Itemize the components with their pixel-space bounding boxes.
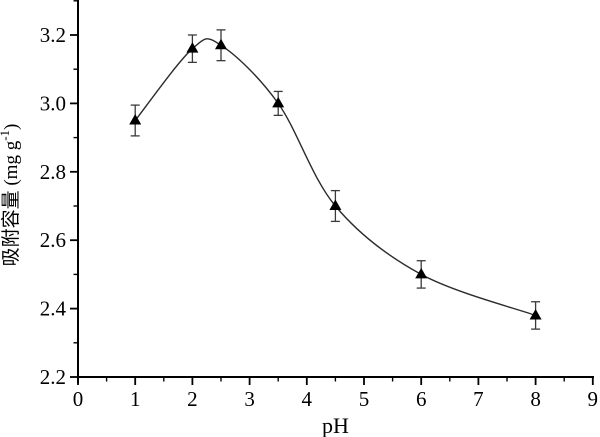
x-tick-label: 3 [244, 387, 255, 411]
data-curve [134, 38, 536, 317]
triangle-marker [215, 38, 227, 50]
y-tick-label: 2.6 [40, 228, 66, 252]
x-tick-label: 2 [187, 387, 198, 411]
y-axis-title: 吸附容量 (mg g-1) [0, 124, 22, 267]
x-tick-label: 0 [73, 387, 84, 411]
x-tick-label: 9 [588, 387, 599, 411]
triangle-marker [329, 199, 342, 210]
x-tick-label: 4 [302, 387, 313, 411]
triangle-marker [529, 308, 542, 320]
x-tick-label: 8 [530, 387, 541, 411]
data-point-markers [129, 38, 542, 320]
x-tick-label: 5 [359, 387, 370, 411]
y-tick-label: 2.4 [40, 297, 67, 321]
axis-ticks [70, 0, 594, 385]
y-tick-label: 3.2 [40, 23, 66, 47]
triangle-marker [272, 96, 285, 108]
y-tick-label: 2.8 [40, 160, 66, 184]
x-tick-labels: 0 1 2 3 4 5 6 7 8 9 [73, 387, 598, 411]
triangle-marker [129, 114, 142, 125]
y-tick-label: 3.0 [40, 91, 66, 115]
x-tick-label: 1 [130, 387, 141, 411]
y-tick-label: 2.2 [40, 365, 66, 389]
y-tick-labels: 2.2 2.4 2.6 2.8 3.0 3.2 [40, 23, 67, 389]
x-axis-title: pH [322, 413, 349, 437]
spline-curve [134, 38, 536, 317]
x-tick-label: 7 [473, 387, 484, 411]
triangle-marker [415, 267, 428, 279]
error-bars [130, 29, 541, 330]
triangle-marker [186, 42, 199, 53]
x-tick-label: 6 [416, 387, 427, 411]
